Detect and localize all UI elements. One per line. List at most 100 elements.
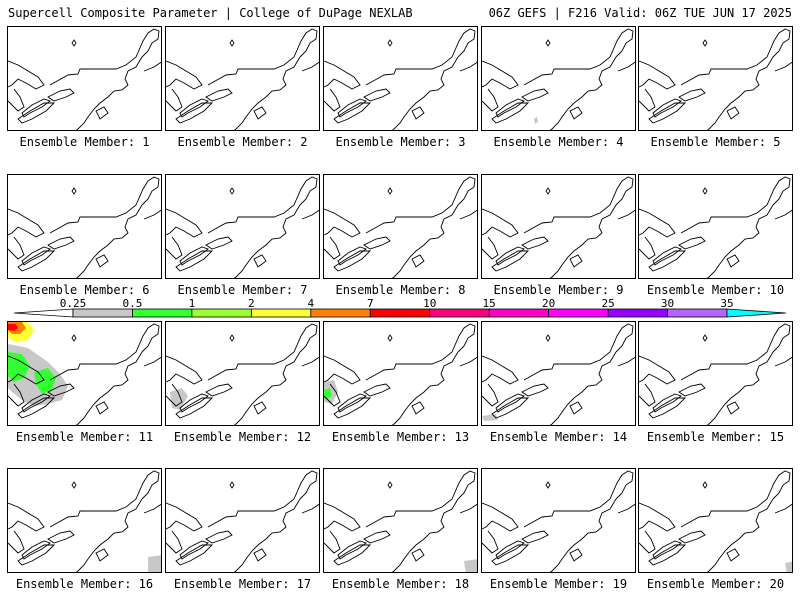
boundary-line [21,246,51,266]
boundary-line [365,176,476,234]
scp-shaded-area [324,388,332,400]
boundary-line [521,530,549,544]
boundary-line [411,254,425,268]
boundary-line [482,236,499,260]
colorbar-tick-label: 10 [423,298,436,310]
boundary-line [49,176,160,234]
boundary-line [175,397,214,419]
boundary-line [549,204,617,278]
boundary-line [569,254,583,268]
boundary-line [617,503,635,514]
ensemble-member-map-17 [165,468,320,573]
boundary-line [75,204,143,278]
ensemble-member-label: Ensemble Member: 8 [335,283,466,297]
boundary-line [324,355,361,385]
colorbar-segment [488,308,550,318]
boundary-line [166,355,203,385]
boundary-line [75,351,143,425]
boundary-line [411,548,425,562]
boundary-line [207,28,318,86]
boundary-line [680,470,791,528]
boundary-line [482,383,499,407]
boundary-line [726,548,740,562]
ensemble-member-map-5 [638,26,793,131]
boundary-line [495,246,525,266]
boundary-line [47,236,75,250]
boundary-line [205,383,233,397]
colorbar-segment [429,308,490,318]
boundary-line [680,176,791,234]
boundary-line [166,530,183,554]
boundary-line [648,250,687,272]
boundary-line [523,176,634,234]
boundary-line [229,481,235,489]
colorbar-tick-label: 0.25 [60,298,87,310]
boundary-line [545,39,551,47]
boundary-line [324,88,341,112]
scp-shaded-area [8,352,30,382]
boundary-line [47,530,75,544]
boundary-line [569,548,583,562]
boundary-line [21,393,51,413]
boundary-line [391,498,459,572]
boundary-line [459,209,477,220]
boundary-line [726,106,740,120]
ensemble-member-label: Ensemble Member: 14 [489,430,628,444]
map-outline [324,470,477,572]
boundary-line [324,60,361,90]
chart-title: Supercell Composite Parameter | College … [8,6,413,20]
scp-shaded-area [8,324,18,331]
boundary-line [365,323,476,381]
boundary-line [459,356,477,367]
boundary-line [363,236,391,250]
boundary-line [391,351,459,425]
colorbar-segment [72,308,133,318]
boundary-line [702,334,708,342]
boundary-line [365,470,476,528]
boundary-line [333,102,372,124]
colorbar-segment [667,308,728,318]
boundary-line [8,208,45,238]
boundary-line [253,106,267,120]
boundary-line [95,548,109,562]
colorbar-tick-label: 25 [601,298,614,310]
map-outline [639,28,792,130]
boundary-line [569,401,583,415]
boundary-line [639,502,676,532]
color-scale-legend: 0.25 0.5 1 2 4 7 10 15 20 25 30 35 [13,298,787,318]
boundary-line [324,502,361,532]
ensemble-member-label: Ensemble Member: 1 [19,135,150,149]
boundary-line [324,208,361,238]
boundary-line [706,56,774,130]
boundary-line [459,61,477,72]
boundary-line [205,236,233,250]
ensemble-member-map-18 [323,468,478,573]
colorbar-tick-label: 20 [542,298,555,310]
boundary-line [229,39,235,47]
ensemble-member-label: Ensemble Member: 17 [173,577,312,591]
boundary-line [143,503,161,514]
boundary-line [8,236,25,260]
boundary-line [706,204,774,278]
boundary-line [175,250,214,272]
boundary-line [179,393,209,413]
boundary-line [617,209,635,220]
boundary-line [75,56,143,130]
boundary-line [545,187,551,195]
boundary-line [179,246,209,266]
boundary-line [233,351,301,425]
map-outline [482,176,635,278]
ensemble-member-map-1 [7,26,162,131]
boundary-line [17,544,56,566]
boundary-line [482,355,519,385]
boundary-line [95,254,109,268]
boundary-line [363,88,391,102]
boundary-line [491,544,530,566]
boundary-line [175,544,214,566]
boundary-line [207,470,318,528]
boundary-line [337,98,367,118]
boundary-line [229,187,235,195]
boundary-line [233,498,301,572]
boundary-line [71,481,77,489]
boundary-line [333,397,372,419]
